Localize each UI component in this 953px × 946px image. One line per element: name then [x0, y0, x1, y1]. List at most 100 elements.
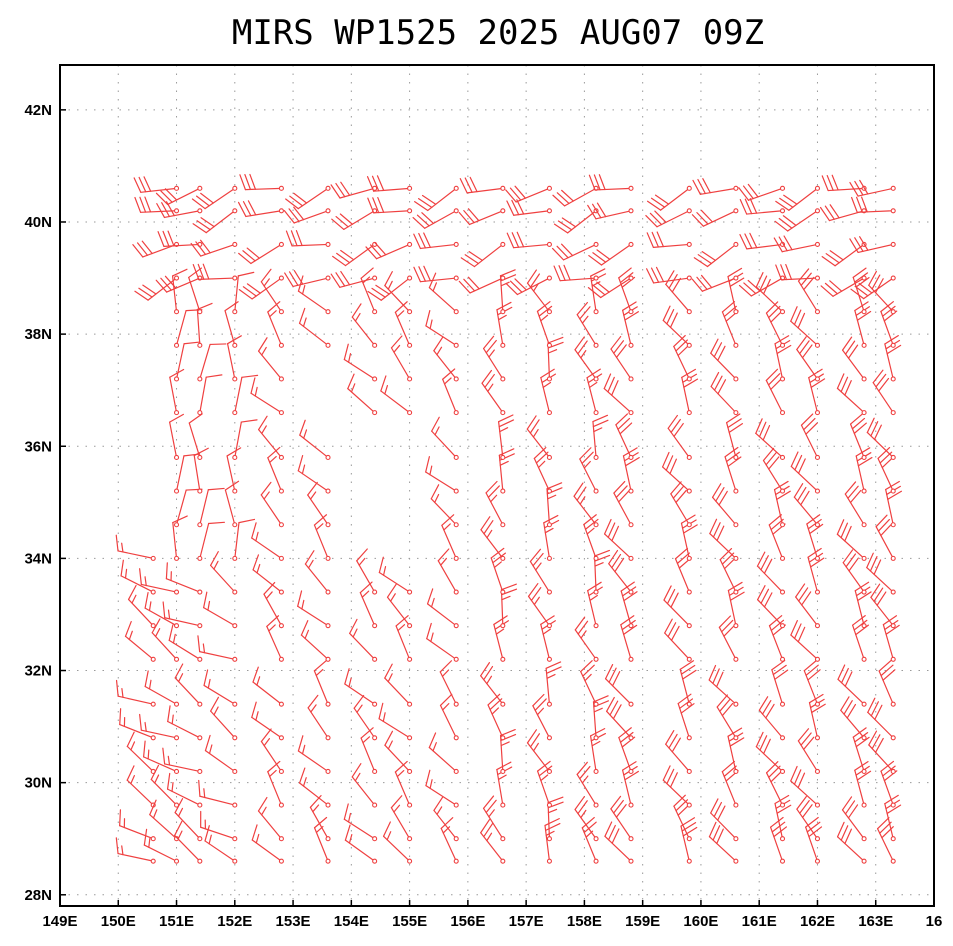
- barb-feather: [607, 522, 616, 538]
- barb-station: [500, 275, 506, 281]
- barb-feather: [769, 816, 784, 828]
- wind-barb: [260, 481, 284, 528]
- wind-barb: [188, 267, 203, 315]
- barb-feather: [760, 555, 769, 571]
- barb-feather: [583, 821, 597, 834]
- barb-shaft: [297, 470, 329, 492]
- wind-barb: [162, 747, 203, 774]
- wind-barb: [425, 769, 459, 808]
- wind-barb: [880, 760, 898, 808]
- x-tick-label: 153E: [276, 913, 311, 930]
- wind-barb: [313, 816, 331, 864]
- barb-feather: [561, 217, 577, 228]
- barb-half-feather: [387, 673, 393, 683]
- barb-shaft: [143, 756, 178, 773]
- barb-shaft: [171, 275, 178, 313]
- barb-station: [890, 185, 896, 191]
- barb-feather: [796, 795, 807, 810]
- barb-feather: [675, 489, 687, 504]
- barb-feather: [561, 243, 574, 257]
- barb-station: [372, 376, 378, 382]
- barb-feather: [844, 671, 853, 687]
- barb-feather: [767, 373, 781, 386]
- barb-feather: [514, 278, 527, 291]
- barb-shaft: [773, 489, 784, 526]
- barb-feather: [858, 282, 873, 294]
- barb-shaft: [204, 749, 236, 773]
- barb-station: [407, 701, 413, 707]
- barb-shaft: [797, 280, 819, 313]
- barb-half-feather: [584, 673, 592, 682]
- wind-barb: [610, 335, 634, 382]
- barb-feather: [297, 455, 304, 472]
- barb-station: [453, 275, 459, 281]
- barb-station: [325, 342, 331, 348]
- barb-feather: [370, 244, 382, 258]
- barb-shaft: [469, 277, 504, 294]
- barb-feather: [349, 618, 358, 634]
- wind-barb: [553, 264, 599, 282]
- barb-feather: [208, 521, 225, 525]
- barb-shaft: [808, 377, 819, 414]
- barb-feather: [809, 523, 824, 535]
- barb-station: [500, 768, 506, 774]
- barb-half-feather: [500, 741, 510, 747]
- barb-shaft: [836, 533, 865, 559]
- barb-shaft: [790, 780, 819, 806]
- barb-feather: [841, 336, 853, 351]
- wind-barb: [151, 618, 180, 662]
- barb-station: [278, 555, 284, 561]
- barb-station: [814, 522, 821, 528]
- barb-feather: [763, 558, 773, 574]
- barb-feather: [656, 231, 664, 248]
- wind-barb: [174, 798, 203, 842]
- barb-station: [500, 589, 506, 595]
- barb-shaft: [604, 835, 632, 862]
- wind-barb: [574, 616, 599, 662]
- barb-feather: [854, 180, 864, 196]
- barb-station: [325, 555, 331, 561]
- barb-half-feather: [488, 809, 495, 818]
- barb-shaft: [250, 392, 283, 414]
- barb-station: [407, 836, 413, 842]
- barb-station: [173, 342, 180, 348]
- barb-shaft: [117, 695, 154, 705]
- barb-half-feather: [501, 595, 511, 601]
- barb-feather: [759, 735, 768, 751]
- barb-shaft: [252, 569, 283, 593]
- barb-feather: [619, 422, 633, 435]
- wind-barb: [878, 659, 896, 707]
- barb-feather: [785, 263, 793, 280]
- barb-feather: [840, 522, 849, 539]
- wind-barb: [800, 413, 821, 461]
- barb-feather: [196, 302, 213, 311]
- barb-station: [593, 555, 599, 561]
- wind-barb: [842, 549, 867, 595]
- barb-feather: [492, 552, 507, 564]
- barb-feather: [367, 197, 375, 214]
- barb-half-feather: [495, 628, 505, 635]
- barb-shaft: [442, 378, 457, 414]
- barb-feather: [723, 305, 737, 318]
- barb-feather: [803, 736, 815, 750]
- barb-station: [278, 342, 284, 348]
- wind-barb: [384, 663, 413, 707]
- barb-shaft: [430, 498, 457, 526]
- barb-station: [593, 309, 599, 315]
- barb-station: [500, 623, 506, 629]
- barb-feather: [871, 274, 881, 290]
- barb-feather: [624, 457, 640, 467]
- barb-feather: [141, 240, 153, 255]
- wind-barb: [711, 483, 739, 528]
- barb-shaft: [573, 495, 597, 526]
- barb-station: [593, 488, 599, 494]
- barb-feather: [608, 549, 619, 565]
- barb-station: [325, 836, 331, 842]
- barb-shaft: [485, 492, 504, 526]
- barb-feather: [798, 587, 809, 602]
- barb-shaft: [721, 311, 737, 346]
- barb-feather: [801, 591, 812, 606]
- barb-feather: [854, 760, 869, 771]
- barb-feather: [848, 557, 859, 572]
- barb-station: [779, 623, 786, 629]
